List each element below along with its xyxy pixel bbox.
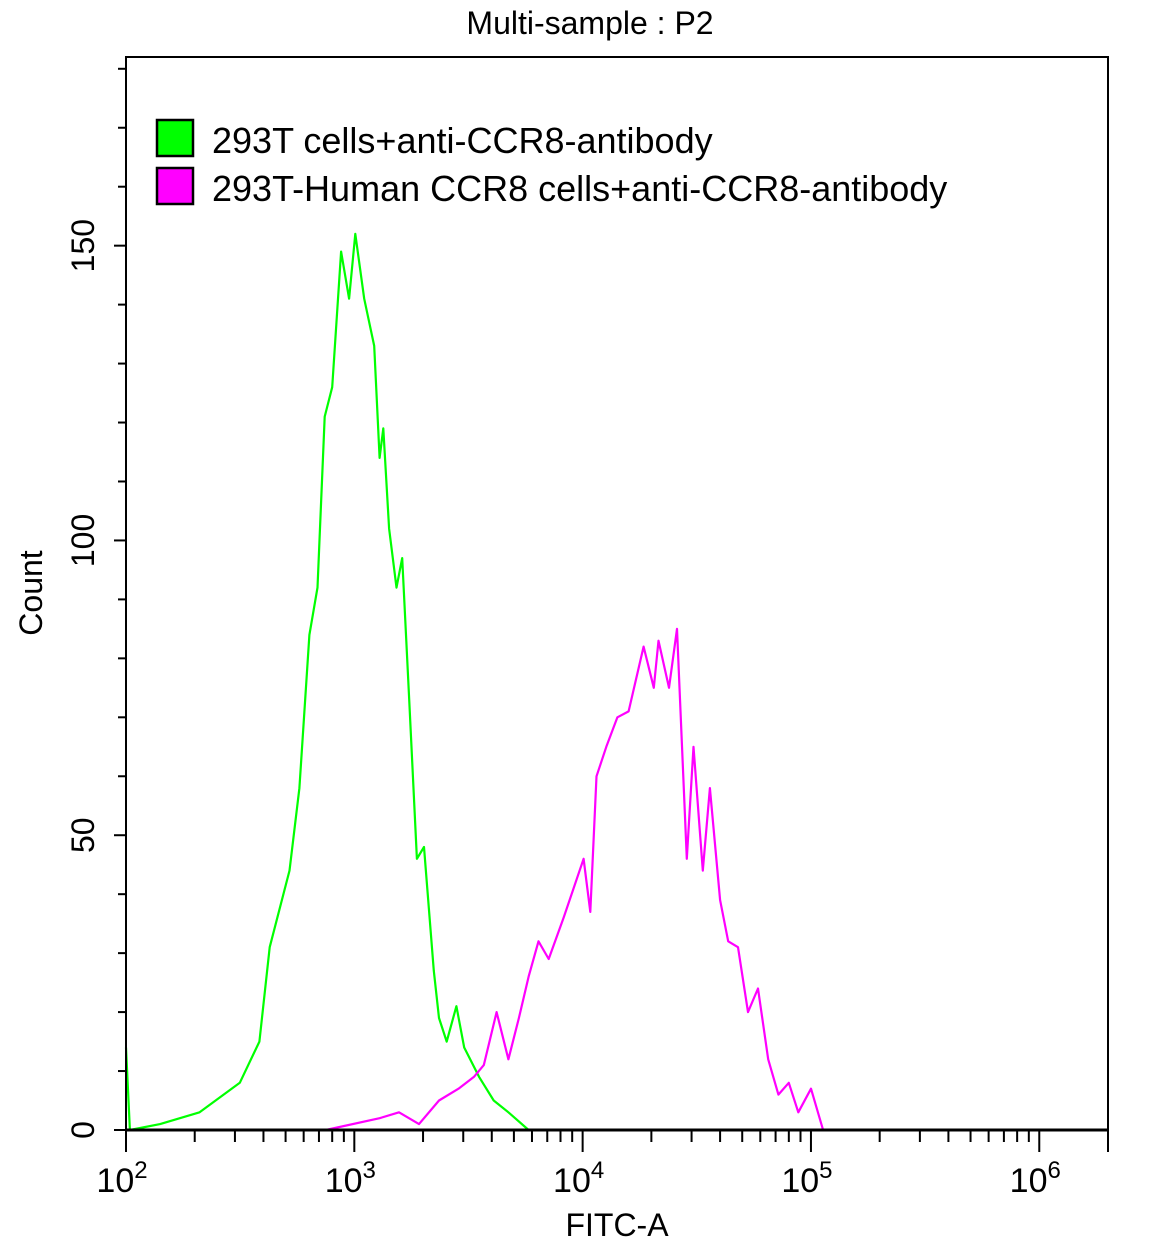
legend-swatch-2 [155,166,195,206]
y-axis-label: Count [13,550,49,636]
x-tick-exponent: 4 [591,1157,604,1184]
x-tick-exponent: 3 [363,1157,376,1184]
x-tick-base: 10 [96,1162,134,1200]
chart-title: Multi-sample : P2 [466,5,713,41]
x-tick-label: 105 [781,1157,832,1200]
x-tick-base: 10 [325,1162,363,1200]
x-tick-label: 103 [325,1157,376,1200]
x-tick-exponent: 5 [819,1157,832,1184]
x-tick-base: 10 [553,1162,591,1200]
legend-label-1: 293T cells+anti-CCR8-antibody [212,120,713,161]
x-axis-label: FITC-A [565,1207,669,1243]
plot-frame [125,56,1109,1131]
x-tick-label: 106 [1010,1157,1061,1200]
series-layer [124,232,858,1132]
series-line-2 [325,627,858,1132]
y-tick-label: 50 [65,817,101,853]
x-tick-exponent: 6 [1048,1157,1061,1184]
x-tick-base: 10 [1010,1162,1048,1200]
series-line-1 [124,232,699,1132]
legend: 293T cells+anti-CCR8-antibody 293T-Human … [155,118,947,209]
y-tick-label: 100 [65,514,101,567]
x-tick-label: 102 [96,1157,147,1200]
x-tick-base: 10 [781,1162,819,1200]
legend-swatch-1 [155,118,195,158]
legend-label-2: 293T-Human CCR8 cells+anti-CCR8-antibody [212,168,947,209]
y-tick-label: 150 [65,219,101,272]
x-tick-exponent: 2 [134,1157,147,1184]
x-tick-label: 104 [553,1157,604,1200]
y-tick-label: 0 [65,1121,101,1139]
